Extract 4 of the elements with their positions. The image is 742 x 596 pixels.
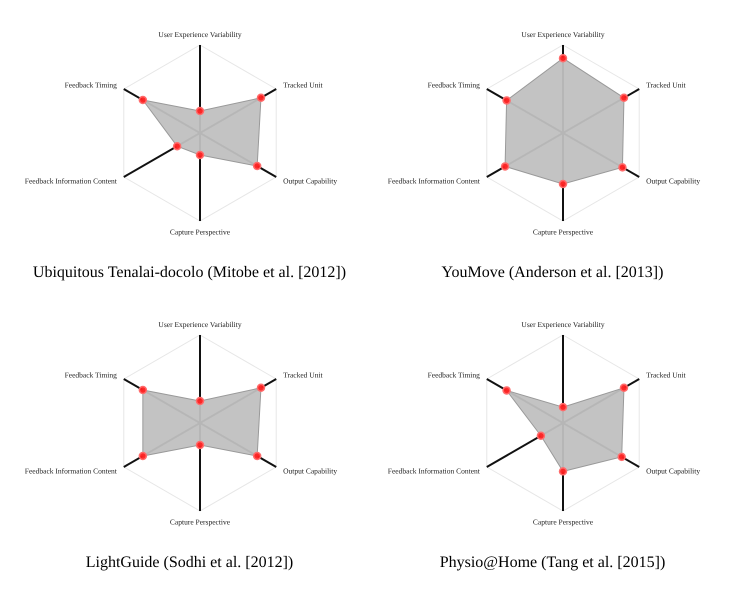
text: Physio@Home (Tang et al. [2015]): [440, 554, 666, 572]
text: YouMove (Anderson et al. [2013]): [442, 264, 664, 282]
text: LightGuide (Sodhi et al. [2012]): [86, 554, 294, 572]
text: Ubiquitous Tenalai-docolo (Mitobe et al. [2012]): [32, 264, 346, 282]
